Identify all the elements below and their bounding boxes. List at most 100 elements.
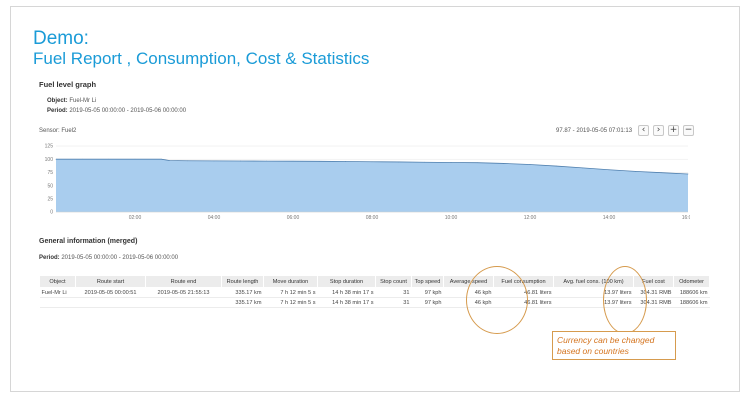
y-tick-label: 25 bbox=[47, 197, 53, 203]
general-period: Period: 2019-05-05 00:00:00 - 2019-05-06… bbox=[39, 255, 178, 261]
cell-move-duration: 7 h 12 min 5 s bbox=[263, 297, 318, 308]
x-tick-label: 02:00 bbox=[129, 215, 142, 221]
sensor-value: Fuel2 bbox=[61, 128, 77, 134]
x-tick-label: 14:00 bbox=[603, 215, 616, 221]
fuel-consumption-highlight bbox=[466, 266, 528, 334]
y-tick-label: 50 bbox=[47, 183, 53, 189]
cell-stop-duration: 14 h 38 min 17 s bbox=[317, 287, 376, 298]
col-object[interactable]: Object bbox=[39, 275, 76, 288]
fuel-level-point bbox=[371, 161, 373, 163]
cell-stop-count: 31 bbox=[375, 287, 412, 298]
fuel-level-point bbox=[687, 173, 689, 175]
x-tick-label: 08:00 bbox=[366, 215, 379, 221]
fuel-level-point bbox=[213, 160, 215, 162]
fuel-level-point bbox=[134, 158, 136, 160]
cell-top-speed: 97 kph bbox=[411, 287, 444, 298]
period-value: 2019-05-05 00:00:00 - 2019-05-06 00:00:0… bbox=[69, 108, 187, 114]
cell-object bbox=[39, 297, 76, 308]
x-tick-label: 12:00 bbox=[524, 215, 537, 221]
general-info-table: Object Route start Route end Route lengt… bbox=[39, 275, 710, 308]
table-header-row: Object Route start Route end Route lengt… bbox=[39, 275, 710, 288]
x-tick-label: 04:00 bbox=[208, 215, 221, 221]
y-tick-label: 0 bbox=[50, 210, 53, 216]
object-value: Fuel-Mr Li bbox=[69, 98, 97, 104]
cell-top-speed: 97 kph bbox=[411, 297, 444, 308]
fuel-level-point bbox=[634, 170, 636, 172]
general-period-label: Period: bbox=[39, 255, 60, 261]
currency-note-line1: Currency can be changed bbox=[557, 335, 655, 345]
fuel-level-point bbox=[424, 161, 426, 163]
cell-route-length: 335.17 km bbox=[221, 287, 264, 298]
cell-route-start: 2019-05-05 00:00:51 bbox=[75, 287, 146, 298]
cell-stop-count: 31 bbox=[375, 297, 412, 308]
period-info: Period: 2019-05-05 00:00:00 - 2019-05-06… bbox=[47, 108, 186, 114]
sensor-label: Sensor: bbox=[39, 128, 60, 134]
zoom-in-button[interactable]: + bbox=[668, 125, 680, 136]
col-top-speed[interactable]: Top speed bbox=[411, 275, 444, 288]
y-tick-label: 75 bbox=[47, 170, 53, 176]
fuel-level-point bbox=[476, 162, 478, 164]
cell-route-length: 335.17 km bbox=[221, 297, 264, 308]
x-tick-label: 10:00 bbox=[445, 215, 458, 221]
fuel-level-point bbox=[266, 160, 268, 162]
col-stop-count[interactable]: Stop count bbox=[375, 275, 412, 288]
cell-route-start bbox=[75, 297, 146, 308]
cell-fuel-cost: 304.31 RMB bbox=[633, 297, 674, 308]
next-button[interactable]: › bbox=[653, 125, 665, 136]
cursor-readout: 97.87 - 2019-05-05 07:01:13 bbox=[556, 127, 633, 134]
sensor-info: Sensor: Fuel2 bbox=[39, 128, 76, 134]
cell-odometer: 188606 km bbox=[673, 287, 710, 298]
cell-fuel-cost: 304.31 RMB bbox=[633, 287, 674, 298]
fuel-level-point bbox=[81, 158, 83, 160]
y-tick-label: 100 bbox=[45, 157, 54, 163]
fuel-level-line bbox=[56, 158, 689, 175]
cell-move-duration: 7 h 12 min 5 s bbox=[263, 287, 318, 298]
col-move-duration[interactable]: Move duration bbox=[263, 275, 318, 288]
fuel-level-point bbox=[608, 169, 610, 171]
general-period-value: 2019-05-05 00:00:00 - 2019-05-06 00:00:0… bbox=[61, 255, 179, 261]
fuel-level-chart[interactable]: 125 100 75 50 25 0 02:00 04:00 06:00 08:00 10:00 12… bbox=[38, 142, 690, 227]
cell-stop-duration: 14 h 38 min 17 s bbox=[317, 297, 376, 308]
fuel-level-point bbox=[168, 160, 170, 161]
fuel-level-point bbox=[661, 172, 663, 174]
fuel-level-point bbox=[239, 160, 241, 162]
fuel-level-point bbox=[582, 167, 584, 169]
zoom-out-button[interactable]: − bbox=[683, 125, 695, 136]
fuel-level-point bbox=[187, 160, 189, 162]
fuel-level-point bbox=[529, 164, 531, 165]
fuel-cost-highlight bbox=[603, 266, 647, 334]
currency-note: Currency can be changed based on countri… bbox=[552, 331, 676, 360]
x-tick-label: 06:00 bbox=[287, 215, 300, 221]
general-info-title: General information (merged) bbox=[39, 238, 138, 245]
fuel-level-point bbox=[55, 158, 57, 160]
col-route-length[interactable]: Route length bbox=[221, 275, 264, 288]
col-stop-duration[interactable]: Stop duration bbox=[317, 275, 376, 288]
page-title-demo: Demo: bbox=[33, 28, 89, 49]
y-tick-label: 125 bbox=[45, 144, 54, 150]
fuel-level-point bbox=[108, 158, 110, 160]
currency-note-line2: based on countries bbox=[557, 346, 629, 356]
fuel-level-point bbox=[318, 160, 320, 162]
fuel-level-point bbox=[345, 161, 347, 162]
prev-button[interactable]: ‹ bbox=[638, 125, 650, 136]
col-route-end[interactable]: Route end bbox=[145, 275, 222, 288]
col-odometer[interactable]: Odometer bbox=[673, 275, 710, 288]
fuel-level-point bbox=[397, 161, 399, 163]
cell-odometer: 188606 km bbox=[673, 297, 710, 308]
cell-route-end bbox=[145, 297, 222, 308]
page-title: Fuel Report , Consumption, Cost & Statis… bbox=[33, 49, 370, 68]
fuel-level-area bbox=[56, 159, 688, 212]
col-route-start[interactable]: Route start bbox=[75, 275, 146, 288]
fuel-level-chart-svg[interactable]: 125 100 75 50 25 0 02:00 04:00 06:00 08:00 10:00 12… bbox=[38, 142, 690, 227]
object-info: Object: Fuel-Mr Li bbox=[47, 98, 96, 104]
cell-object: Fuel-Mr Li bbox=[39, 287, 76, 298]
period-label: Period: bbox=[47, 108, 68, 114]
fuel-graph-title: Fuel level graph bbox=[39, 80, 97, 89]
fuel-level-point bbox=[292, 160, 294, 162]
fuel-level-point bbox=[450, 162, 452, 163]
graph-controls: 97.87 - 2019-05-05 07:01:13 ‹ › + − bbox=[556, 125, 695, 136]
x-tick-label: 16:00 bbox=[682, 215, 690, 221]
fuel-level-point bbox=[555, 165, 557, 167]
fuel-level-point bbox=[503, 163, 505, 164]
cell-route-end: 2019-05-05 21:55:13 bbox=[145, 287, 222, 298]
